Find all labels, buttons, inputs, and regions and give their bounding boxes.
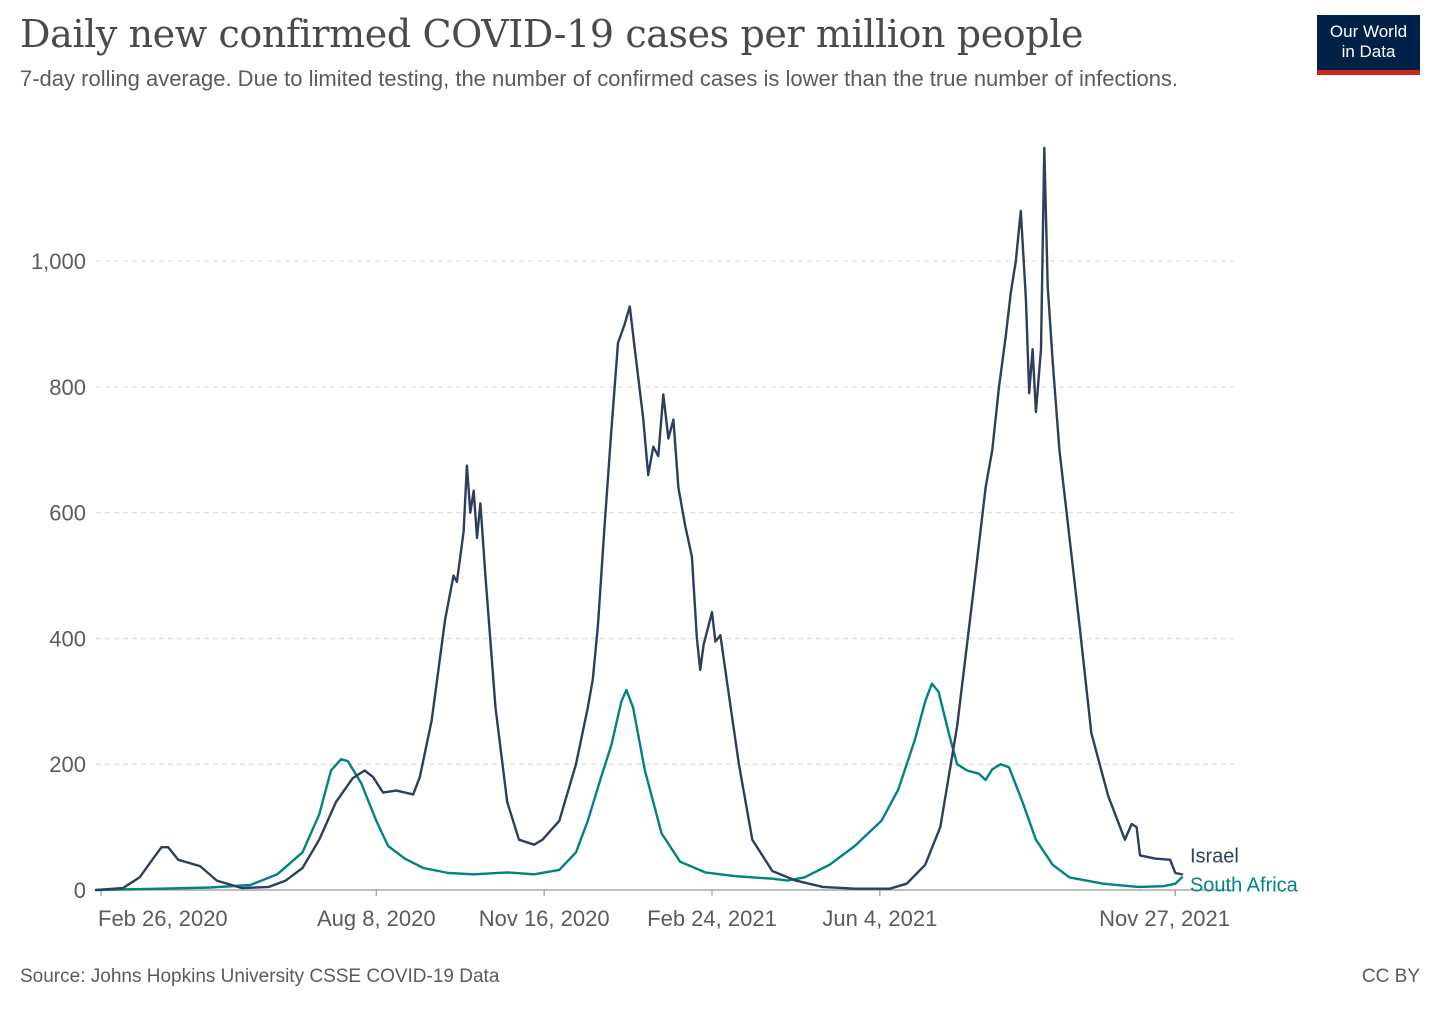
owid-logo[interactable]: Our World in Data bbox=[1317, 15, 1420, 75]
x-tick-label: Feb 26, 2020 bbox=[98, 906, 228, 930]
x-tick-label: Nov 16, 2020 bbox=[479, 906, 610, 930]
y-tick-label: 1,000 bbox=[31, 249, 86, 274]
x-axis: Feb 26, 2020 Aug 8, 2020 Nov 16, 2020 Feb 2… bbox=[96, 889, 1234, 930]
x-tick-label: Jun 4, 2021 bbox=[822, 906, 937, 930]
y-tick-label: 400 bbox=[49, 626, 86, 651]
logo-line-1: Our World bbox=[1329, 22, 1408, 41]
y-axis: 0 200 400 600 800 1,000 bbox=[31, 249, 86, 903]
license-link[interactable]: CC BY bbox=[1361, 966, 1420, 987]
y-tick-label: 600 bbox=[49, 501, 86, 526]
chart-title: Daily new confirmed COVID-19 cases per m… bbox=[20, 12, 1084, 56]
y-tick-label: 200 bbox=[49, 752, 86, 777]
y-tick-label: 800 bbox=[49, 375, 86, 400]
series-labels: Israel South Africa bbox=[1190, 845, 1299, 896]
y-tick-label: 0 bbox=[74, 878, 86, 903]
series-label-south-africa[interactable]: South Africa bbox=[1190, 874, 1299, 896]
series-label-israel[interactable]: Israel bbox=[1190, 845, 1239, 867]
chart-subtitle: 7-day rolling average. Due to limited te… bbox=[20, 66, 1179, 91]
source-note: Source: Johns Hopkins University CSSE CO… bbox=[20, 966, 500, 987]
gridlines bbox=[96, 260, 1234, 765]
series-line-israel[interactable] bbox=[94, 146, 1184, 892]
x-tick-label: Nov 27, 2021 bbox=[1099, 906, 1230, 930]
x-tick-label: Aug 8, 2020 bbox=[317, 906, 436, 930]
line-chart: 0 200 400 600 800 1,000 Feb 26, 2020 Aug 8, 20… bbox=[31, 146, 1299, 930]
logo-line-2: in Data bbox=[1341, 42, 1396, 61]
x-tick-label: Feb 24, 2021 bbox=[647, 906, 777, 930]
series-lines bbox=[94, 146, 1184, 892]
series-line-south-africa[interactable] bbox=[94, 682, 1184, 892]
